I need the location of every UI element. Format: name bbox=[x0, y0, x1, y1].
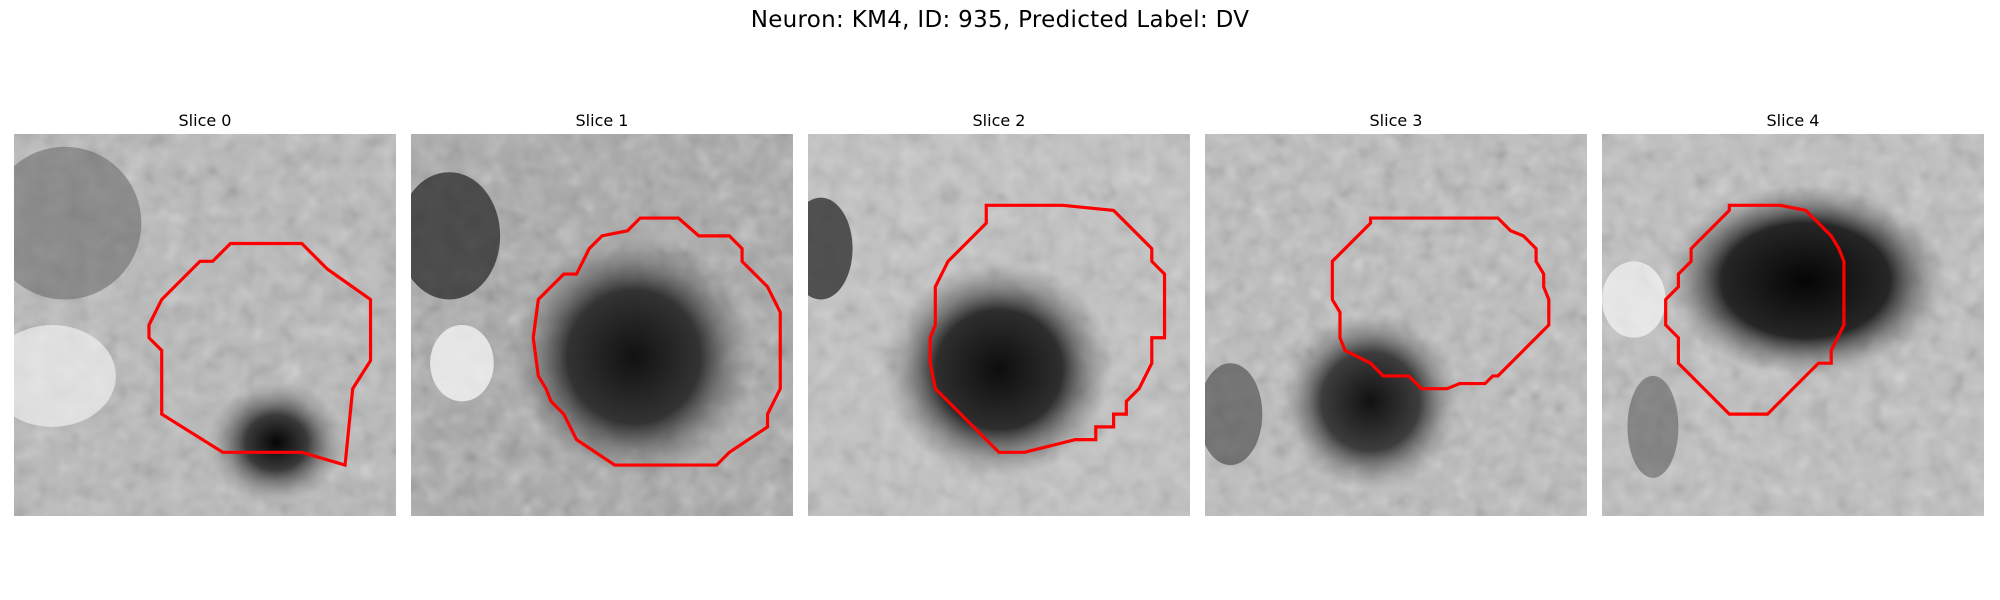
roi-contour bbox=[928, 203, 1167, 454]
dark-region bbox=[411, 172, 501, 300]
slice-image bbox=[411, 134, 793, 516]
slice-title: Slice 0 bbox=[178, 111, 232, 130]
slice-image bbox=[1602, 134, 1984, 516]
slice-image-svg bbox=[411, 134, 793, 516]
slice-panel-4: Slice 4 bbox=[1602, 110, 1984, 516]
slice-title: Slice 4 bbox=[1766, 111, 1820, 130]
bright-region bbox=[430, 325, 494, 402]
slice-panel-1: Slice 1 bbox=[411, 110, 793, 516]
cell-body bbox=[884, 261, 1114, 478]
slice-panel-3: Slice 3 bbox=[1205, 110, 1587, 516]
bright-region bbox=[1602, 261, 1666, 338]
roi-contour bbox=[1330, 216, 1551, 391]
slice-image bbox=[808, 134, 1190, 516]
cell-body bbox=[1665, 184, 1946, 376]
slice-title: Slice 1 bbox=[575, 111, 629, 130]
slice-image bbox=[14, 134, 396, 516]
dark-region bbox=[808, 197, 853, 300]
slice-image-svg bbox=[808, 134, 1190, 516]
roi-contour bbox=[1664, 203, 1846, 416]
dark-region bbox=[14, 146, 142, 300]
cell-body bbox=[115, 312, 346, 516]
dark-region bbox=[1205, 363, 1263, 466]
cell-body bbox=[512, 235, 755, 478]
roi-contour bbox=[147, 241, 373, 468]
slice-image-svg bbox=[14, 134, 396, 516]
cell-body bbox=[1281, 312, 1460, 491]
figure-title: Neuron: KM4, ID: 935, Predicted Label: D… bbox=[750, 7, 1250, 33]
roi-contour bbox=[531, 216, 782, 467]
slice-image bbox=[1205, 134, 1587, 516]
slice-image-svg bbox=[1602, 134, 1984, 516]
slice-title: Slice 3 bbox=[1369, 111, 1423, 130]
dark-region bbox=[1627, 375, 1679, 478]
slice-panel-2: Slice 2 bbox=[808, 110, 1190, 516]
bright-region bbox=[14, 325, 116, 427]
slice-title: Slice 2 bbox=[972, 111, 1026, 130]
slice-image-svg bbox=[1205, 134, 1587, 516]
slice-panel-0: Slice 0 bbox=[14, 110, 396, 516]
